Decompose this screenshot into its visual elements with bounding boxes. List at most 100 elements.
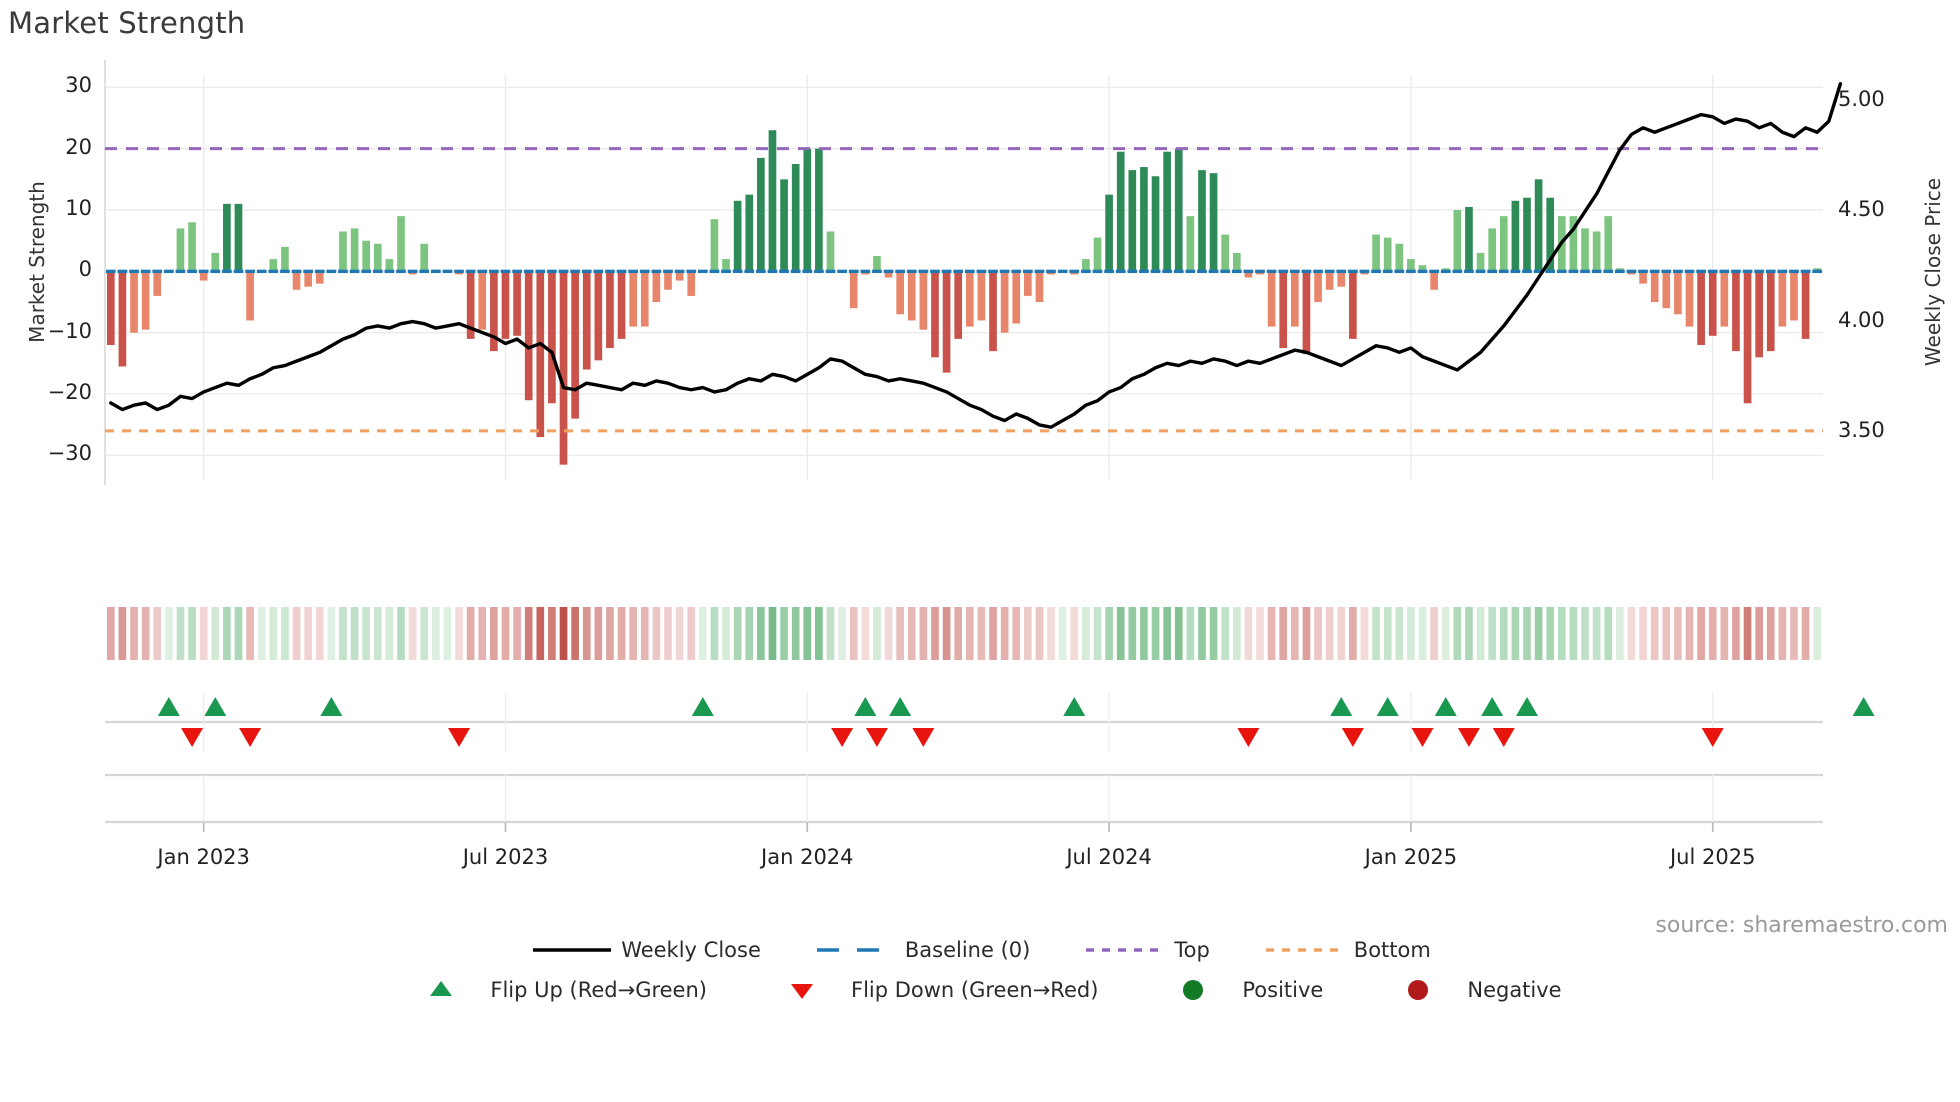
heatmap-cell (884, 607, 893, 660)
legend-label: Positive (1242, 978, 1324, 1002)
heatmap-cell (246, 607, 254, 660)
bar-negative (1639, 271, 1647, 284)
bar-negative (1674, 271, 1682, 315)
heatmap-cell (594, 607, 603, 660)
heatmap-cell (733, 607, 742, 660)
heatmap-cell (1488, 607, 1496, 660)
heatmap-cell (1627, 607, 1636, 660)
legend-item-marker-1[interactable]: Flip Down (Green→Red) (759, 978, 1098, 1002)
bar-negative (501, 271, 510, 339)
heatmap-cell (1186, 607, 1195, 660)
flip-up-marker (691, 697, 714, 716)
heatmap-cell (617, 607, 626, 660)
legend-item-line-1[interactable]: Baseline (0) (813, 938, 1030, 962)
bar-negative (304, 271, 312, 287)
bar-positive (722, 259, 730, 272)
heatmap-cell (501, 607, 510, 660)
heatmap-cell (490, 607, 498, 660)
bar-negative (1244, 271, 1253, 278)
bar-negative (884, 271, 893, 278)
heatmap-cell (826, 607, 835, 660)
bar-negative (629, 271, 637, 327)
heatmap-cell (629, 607, 637, 660)
heatmap-cell (432, 607, 440, 660)
legend-item-line-3[interactable]: Bottom (1262, 938, 1431, 962)
bar-positive (757, 157, 765, 272)
bar-positive (1082, 259, 1090, 272)
bar-positive (873, 256, 881, 272)
bar-negative (617, 271, 626, 339)
bar-positive (234, 203, 243, 272)
heatmap-cell (965, 607, 974, 660)
heatmap-cell (281, 607, 289, 660)
bar-negative (849, 271, 858, 309)
heatmap-cell (223, 607, 231, 660)
bar-negative (965, 271, 974, 327)
bar-negative (1650, 271, 1659, 303)
heatmap-cell (176, 607, 185, 660)
y-tick-right: 3.50 (1838, 417, 1885, 442)
flip-down-marker (912, 728, 935, 747)
flip-up-marker (1330, 697, 1353, 716)
flip-up-marker (1063, 697, 1086, 716)
bar-negative (1267, 271, 1276, 327)
heatmap-cell (791, 607, 800, 660)
legend-item-line-2[interactable]: Top (1082, 938, 1210, 962)
heatmap-cell (397, 607, 405, 660)
bar-negative (907, 271, 916, 321)
bar-positive (1221, 234, 1230, 272)
bar-negative (1790, 271, 1798, 321)
bar-positive (211, 252, 220, 272)
bar-positive (1592, 231, 1601, 272)
bar-positive (188, 222, 196, 272)
bar-positive (815, 148, 823, 272)
flip-up-marker (1481, 697, 1504, 716)
flip-up-marker (204, 697, 227, 716)
legend-item-line-0[interactable]: Weekly Close (529, 938, 761, 962)
heatmap-cell (582, 607, 591, 660)
dotted-line-icon (1265, 948, 1344, 952)
dotted-line-glyph (1082, 938, 1168, 962)
heatmap-cell (292, 607, 301, 660)
bar-positive (1174, 148, 1183, 272)
legend-label: Top (1174, 938, 1210, 962)
legend-item-marker-3[interactable]: Negative (1375, 978, 1562, 1002)
heatmap-cell (838, 607, 846, 660)
flip-up-marker (889, 697, 912, 716)
bar-positive (710, 219, 719, 272)
heatmap-cell (1662, 607, 1671, 660)
bar-negative (246, 271, 254, 321)
heatmap-cell (420, 607, 429, 660)
heatmap-cell (559, 607, 568, 660)
bar-negative (118, 271, 127, 367)
heatmap-cell (1766, 607, 1775, 660)
heatmap-cell (652, 607, 661, 660)
x-tick: Jul 2024 (1066, 845, 1152, 869)
bar-positive (373, 243, 382, 272)
heatmap-cell (977, 607, 986, 660)
heatmap-cell (339, 607, 347, 660)
heatmap-cell (1012, 607, 1021, 660)
bar-negative (559, 271, 568, 465)
bar-positive (1453, 210, 1462, 272)
bar-positive (791, 163, 800, 272)
bar-positive (1581, 228, 1589, 272)
heatmap-cell (1523, 607, 1531, 660)
x-tick: Jan 2025 (1364, 845, 1458, 869)
bar-negative (594, 271, 603, 361)
legend-item-marker-0[interactable]: Flip Up (Red→Green) (398, 978, 707, 1002)
bar-positive (1116, 151, 1125, 272)
bar-negative (582, 271, 591, 370)
bar-positive (733, 200, 742, 272)
heatmap-cell (1720, 607, 1729, 660)
heatmap-cell (443, 607, 452, 660)
legend-item-marker-2[interactable]: Positive (1150, 978, 1323, 1002)
heatmap-cell (257, 607, 266, 660)
heatmap-cell (1279, 607, 1288, 660)
heatmap-cell (1372, 607, 1380, 660)
heatmap-cell (513, 607, 521, 660)
legend-label: Flip Up (Red→Green) (490, 978, 707, 1002)
bar-negative (1279, 271, 1288, 349)
heatmap-cell (478, 607, 487, 660)
bar-negative (571, 271, 579, 419)
